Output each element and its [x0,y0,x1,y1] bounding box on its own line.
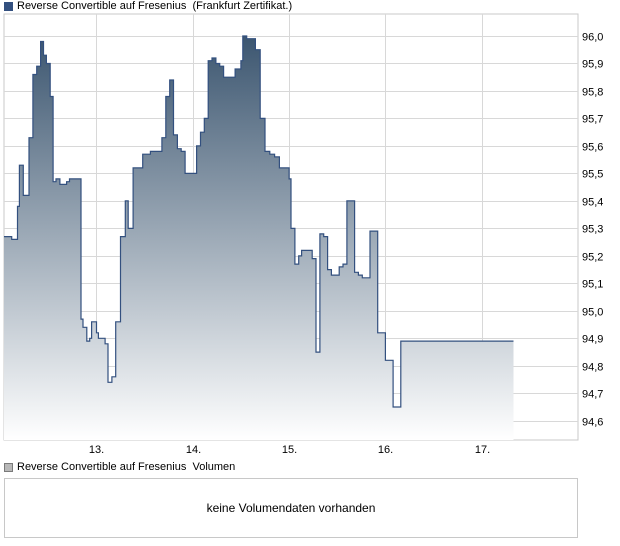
y-tick-label: 95,2 [582,252,603,264]
x-tick-label: 13. [89,444,104,456]
y-tick-label: 95,8 [582,87,603,99]
price-legend: Reverse Convertible auf Fresenius (Frank… [4,0,292,12]
price-chart: 94,6 94,7 94,8 94,9 95,0 95,1 95,2 95,3 95,4 95,5… [3,13,603,456]
y-tick-label: 95,1 [582,279,603,291]
volume-panel: keine Volumendaten vorhanden [4,478,578,538]
x-tick-label: 16. [378,444,393,456]
y-tick-label: 95,9 [582,59,603,71]
volume-legend-swatch [4,462,13,472]
price-area [4,36,514,440]
price-legend-name: Reverse Convertible auf Fresenius [17,0,187,12]
volume-empty-message: keine Volumendaten vorhanden [206,501,376,515]
price-line [4,35,514,408]
x-tick-label: 14. [186,444,201,456]
x-tick-label: 17. [475,444,490,456]
x-tick-label: 15. [282,444,297,456]
y-tick-label: 95,4 [582,197,603,209]
y-tick-label: 96,0 [582,32,603,44]
y-tick-label: 94,6 [582,417,603,429]
y-tick-label: 94,9 [582,334,603,346]
volume-legend-name: Reverse Convertible auf Fresenius [17,461,187,473]
y-tick-label: 95,3 [582,224,603,236]
volume-legend: Reverse Convertible auf Fresenius Volume… [4,461,235,473]
y-tick-label: 94,8 [582,362,603,374]
y-tick-label: 95,7 [582,114,603,126]
price-legend-venue: (Frankfurt Zertifikat.) [192,0,293,12]
y-tick-label: 95,5 [582,169,603,181]
price-legend-swatch [4,1,13,11]
y-tick-label: 95,0 [582,307,603,319]
y-tick-label: 95,6 [582,142,603,154]
volume-legend-label: Volumen [192,461,236,473]
y-tick-label: 94,7 [582,389,603,401]
